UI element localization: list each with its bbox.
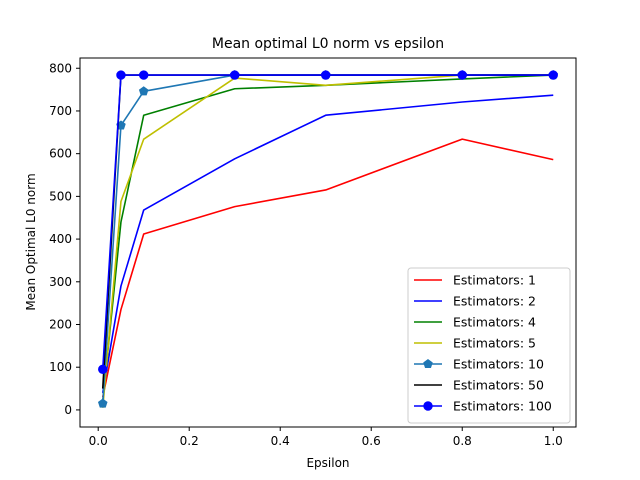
x-axis-label: Epsilon xyxy=(306,456,349,470)
series-1 xyxy=(101,138,554,398)
legend-label: Estimators: 5 xyxy=(453,336,536,351)
x-tick-label: 0.6 xyxy=(362,434,381,448)
legend-entry: Estimators: 2 xyxy=(414,294,536,309)
legend-entry: Estimators: 10 xyxy=(414,357,544,372)
legend-entry: Estimators: 1 xyxy=(414,273,536,288)
y-tick-label: 800 xyxy=(49,61,72,75)
x-axis: 0.0 0.2 0.4 0.6 0.8 1.0 xyxy=(89,427,563,448)
legend-entry: Estimators: 5 xyxy=(414,336,536,351)
data-point xyxy=(230,70,240,80)
legend-marker xyxy=(423,358,433,369)
data-point xyxy=(321,70,331,80)
x-tick-label: 1.0 xyxy=(544,434,563,448)
legend-entry: Estimators: 50 xyxy=(414,378,544,393)
plot-frame xyxy=(79,57,577,428)
x-tick-label: 0.8 xyxy=(453,434,472,448)
legend-marker xyxy=(423,401,433,411)
y-tick-label: 600 xyxy=(49,147,72,161)
y-tick-label: 400 xyxy=(49,232,72,246)
y-axis: 0 100 200 300 400 500 600 700 800 xyxy=(49,61,80,417)
legend-label: Estimators: 4 xyxy=(453,315,536,330)
legend: Estimators: 1 Estimators: 2 Estimators: 4 E… xyxy=(407,267,571,424)
legend-label: Estimators: 50 xyxy=(453,378,544,393)
y-tick-label: 700 xyxy=(49,104,72,118)
legend-label: Estimators: 100 xyxy=(453,399,552,414)
data-point xyxy=(116,70,126,80)
legend-label: Estimators: 1 xyxy=(453,273,536,288)
data-point xyxy=(139,70,149,80)
chart-title: Mean optimal L0 norm vs epsilon xyxy=(212,36,444,52)
data-point xyxy=(457,70,467,80)
legend-label: Estimators: 10 xyxy=(453,357,544,372)
series-layer xyxy=(97,70,559,408)
data-point xyxy=(98,364,108,375)
x-tick-label: 0.4 xyxy=(271,434,290,448)
x-tick-label: 0.2 xyxy=(180,434,199,448)
legend-label: Estimators: 2 xyxy=(453,294,536,309)
series-line xyxy=(101,138,554,398)
x-tick-label: 0.0 xyxy=(89,434,108,448)
y-tick-label: 300 xyxy=(49,275,72,289)
legend-box xyxy=(407,267,571,424)
y-axis-label: Mean Optimal L0 norm xyxy=(24,173,38,310)
legend-entry: Estimators: 100 xyxy=(414,399,552,414)
series-7 xyxy=(98,70,558,375)
y-tick-label: 100 xyxy=(49,360,72,374)
legend-entry: Estimators: 4 xyxy=(414,315,536,330)
y-tick-label: 200 xyxy=(49,318,72,332)
data-point xyxy=(548,70,558,80)
data-point xyxy=(97,398,108,408)
y-tick-label: 500 xyxy=(49,189,72,203)
series-line xyxy=(101,94,554,393)
y-tick-label: 0 xyxy=(64,403,72,417)
series-2 xyxy=(101,94,554,393)
data-point xyxy=(138,86,149,96)
